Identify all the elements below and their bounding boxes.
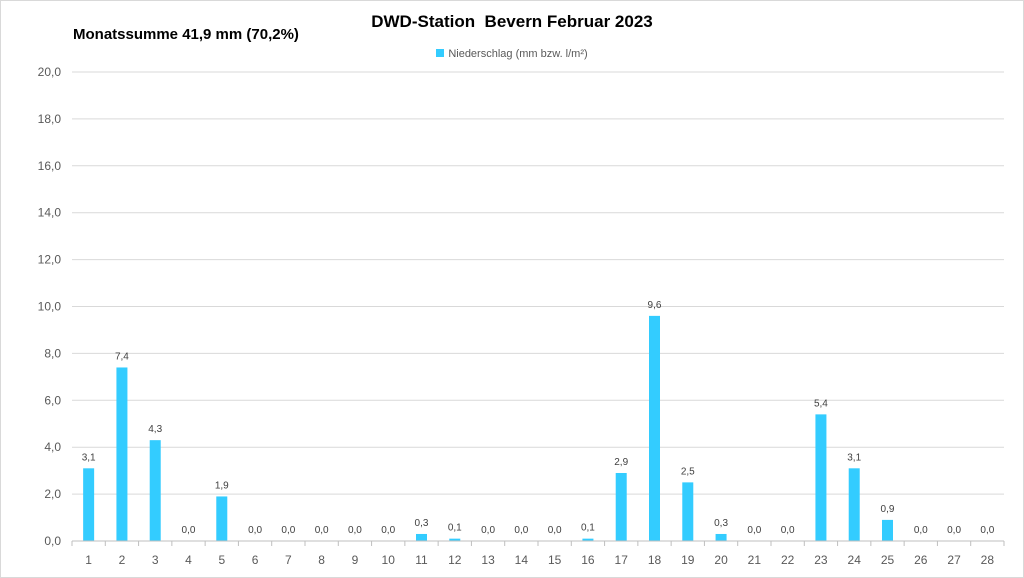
- data-label: 0,0: [248, 525, 262, 536]
- bar: [815, 414, 827, 541]
- x-tick-label: 18: [648, 553, 662, 567]
- data-label: 0,0: [947, 525, 961, 536]
- bar: [149, 440, 161, 541]
- x-tick-label: 16: [581, 553, 595, 567]
- bar: [449, 538, 461, 541]
- data-label: 2,5: [681, 466, 695, 477]
- x-tick-label: 1: [85, 553, 92, 567]
- x-tick-label: 17: [615, 553, 629, 567]
- data-label: 0,0: [281, 525, 295, 536]
- x-tick-label: 11: [415, 553, 428, 567]
- data-label: 0,9: [881, 504, 895, 515]
- x-tick-label: 24: [848, 553, 862, 567]
- y-tick-label: 16,0: [38, 159, 62, 173]
- x-tick-label: 27: [947, 553, 961, 567]
- data-label: 9,6: [648, 300, 662, 311]
- y-tick-label: 6,0: [44, 393, 61, 407]
- x-tick-label: 15: [548, 553, 562, 567]
- x-tick-label: 26: [914, 553, 928, 567]
- bar: [715, 533, 727, 541]
- x-tick-label: 22: [781, 553, 795, 567]
- bar: [416, 533, 427, 541]
- data-label: 5,4: [814, 398, 828, 409]
- x-tick-label: 7: [285, 553, 292, 567]
- x-tick-label: 13: [481, 553, 495, 567]
- x-tick-label: 6: [252, 553, 259, 567]
- bar: [116, 367, 128, 541]
- x-tick-label: 14: [515, 553, 529, 567]
- data-label: 0,3: [415, 518, 429, 529]
- data-label: 0,0: [980, 525, 994, 536]
- legend-swatch: [436, 49, 445, 57]
- bar: [649, 315, 660, 541]
- data-label: 0,0: [481, 525, 495, 536]
- y-tick-label: 10,0: [38, 300, 62, 314]
- data-label: 3,1: [82, 452, 96, 463]
- x-tick-label: 28: [981, 553, 995, 567]
- x-axis: 1 2 3 4 5 6 7 8 9 10 11 12 13 14 15 16 17 18 19 20 21 22 23 24 2…: [71, 540, 1005, 567]
- x-tick-label: 10: [382, 553, 396, 567]
- y-tick-label: 2,0: [44, 487, 61, 501]
- legend: Niederschlag (mm bzw. l/m²): [0, 48, 1024, 60]
- bar: [682, 482, 694, 541]
- chart-title: DWD-Station Bevern Februar 2023: [371, 12, 653, 31]
- x-tick-label: 19: [681, 553, 695, 567]
- x-tick-label: 20: [714, 553, 728, 567]
- y-tick-label: 4,0: [44, 440, 61, 454]
- data-label: 1,9: [215, 480, 229, 491]
- data-label: 0,0: [315, 525, 329, 536]
- x-tick-label: 23: [814, 553, 828, 567]
- data-label: 0,0: [781, 525, 795, 536]
- bar: [882, 519, 893, 541]
- y-tick-label: 0,0: [44, 534, 61, 548]
- data-label: 0,0: [381, 525, 395, 536]
- data-label: 0,0: [348, 525, 362, 536]
- y-axis-ticks: 0,0 2,0 4,0 6,0 8,0 10,0 12,0 14,0 16,0 18,0 20,0: [38, 65, 62, 548]
- x-tick-label: 5: [218, 553, 225, 567]
- data-label: 0,1: [448, 523, 462, 534]
- y-tick-label: 12,0: [38, 253, 62, 267]
- x-tick-label: 9: [352, 553, 359, 567]
- bars: [83, 315, 893, 541]
- data-label: 0,0: [747, 525, 761, 536]
- y-tick-label: 20,0: [38, 65, 62, 79]
- bar: [848, 468, 860, 541]
- y-tick-label: 8,0: [44, 346, 61, 360]
- bar: [615, 472, 627, 541]
- data-label: 0,0: [514, 525, 528, 536]
- x-tick-label: 2: [119, 553, 126, 567]
- bar: [216, 496, 228, 541]
- legend-label: Niederschlag (mm bzw. l/m²): [448, 48, 588, 60]
- x-tick-label: 25: [881, 553, 895, 567]
- bar: [582, 538, 594, 541]
- data-label: 4,3: [148, 424, 162, 435]
- data-labels: 3,1 7,4 4,3 0,0 1,9 0,0 0,0 0,0 0,0 0,0 0,3 0,1 0,0 0…: [82, 300, 995, 536]
- y-tick-label: 18,0: [38, 112, 62, 126]
- x-tick-label: 8: [318, 553, 325, 567]
- data-label: 0,1: [581, 523, 595, 534]
- bar: [83, 468, 95, 541]
- y-tick-label: 14,0: [38, 206, 62, 220]
- data-label: 0,0: [182, 525, 196, 536]
- x-tick-label: 12: [448, 553, 462, 567]
- x-tick-label: 4: [185, 553, 192, 567]
- data-label: 0,3: [714, 518, 728, 529]
- data-label: 3,1: [847, 452, 861, 463]
- data-label: 2,9: [614, 457, 628, 468]
- data-label: 0,0: [548, 525, 562, 536]
- x-tick-label: 3: [152, 553, 159, 567]
- monthly-total-annotation: Monatssumme 41,9 mm (70,2%): [73, 26, 299, 43]
- gridlines: [72, 71, 1004, 495]
- data-label: 0,0: [914, 525, 928, 536]
- x-tick-label: 21: [748, 553, 762, 567]
- data-label: 7,4: [115, 351, 129, 362]
